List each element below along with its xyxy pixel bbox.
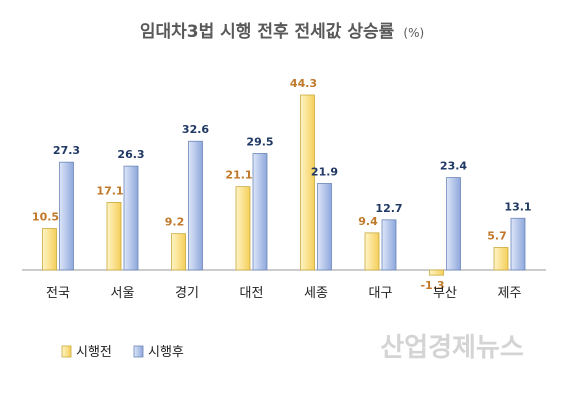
- bar-before-7: [493, 247, 509, 271]
- x-tick-label-3: 대전: [240, 286, 264, 301]
- x-tick-label-6: 부산: [433, 286, 457, 301]
- x-tick-label-5: 대구: [369, 286, 393, 301]
- bar-before-1: [106, 202, 122, 271]
- bar-after-3: [252, 153, 268, 271]
- data-label-before-2: 9.2: [165, 216, 185, 229]
- bar-before-6: [429, 269, 444, 276]
- data-label-after-0: 27.3: [53, 144, 80, 157]
- bar-before-4: [300, 94, 315, 271]
- data-label-before-0: 10.5: [32, 211, 59, 224]
- data-label-after-2: 32.6: [182, 123, 209, 136]
- legend-swatch-after: [133, 345, 144, 358]
- x-tick-label-7: 제주: [498, 286, 522, 301]
- data-label-before-3: 21.1: [225, 169, 252, 182]
- x-tick-label-1: 서울: [111, 286, 135, 301]
- bar-after-2: [188, 140, 203, 271]
- bar-before-2: [171, 233, 186, 271]
- data-label-before-1: 17.1: [96, 184, 123, 197]
- bar-before-0: [42, 228, 57, 271]
- bar-after-0: [59, 161, 74, 271]
- legend-label-before: 시행전: [76, 344, 112, 360]
- data-label-after-5: 12.7: [375, 202, 402, 215]
- bars-group: [42, 94, 526, 276]
- chart-title: 임대차3법 시행 전후 전세값 상승률: [140, 21, 395, 42]
- data-label-after-1: 26.3: [117, 148, 144, 161]
- bar-after-1: [123, 165, 139, 271]
- legend: 시행전 시행후: [61, 344, 184, 360]
- chart-title-group: 임대차3법 시행 전후 전세값 상승률 (%): [140, 21, 424, 42]
- x-tick-label-0: 전국: [46, 286, 70, 301]
- bar-after-7: [510, 217, 526, 271]
- data-label-after-4: 21.9: [311, 165, 338, 178]
- data-label-before-5: 9.4: [358, 215, 378, 228]
- category-labels-group: 전국 서울 경기 대전 세종 대구 부산 제주: [46, 286, 521, 301]
- value-labels-group: 10.5 27.3 17.1 26.3 9.2 32.6 21.1 29.5 44.3 21.9 9…: [32, 77, 532, 292]
- data-label-after-3: 29.5: [246, 135, 273, 148]
- bar-after-4: [317, 183, 332, 271]
- bar-after-6: [446, 177, 461, 271]
- data-label-before-4: 44.3: [290, 77, 317, 90]
- data-label-after-7: 13.1: [504, 200, 531, 213]
- watermark-logo: 산업경제뉴스: [380, 333, 524, 363]
- x-tick-label-4: 세종: [304, 286, 328, 301]
- data-label-before-6: -1.3: [420, 279, 444, 292]
- legend-swatch-before: [61, 345, 72, 358]
- bar-after-5: [381, 219, 397, 271]
- legend-label-after: 시행후: [148, 344, 184, 360]
- x-tick-label-2: 경기: [175, 286, 199, 301]
- data-label-before-7: 5.7: [487, 229, 507, 242]
- bar-before-5: [364, 232, 380, 271]
- data-label-after-6: 23.4: [440, 160, 467, 173]
- bar-before-3: [235, 186, 251, 271]
- chart-unit: (%): [403, 26, 424, 40]
